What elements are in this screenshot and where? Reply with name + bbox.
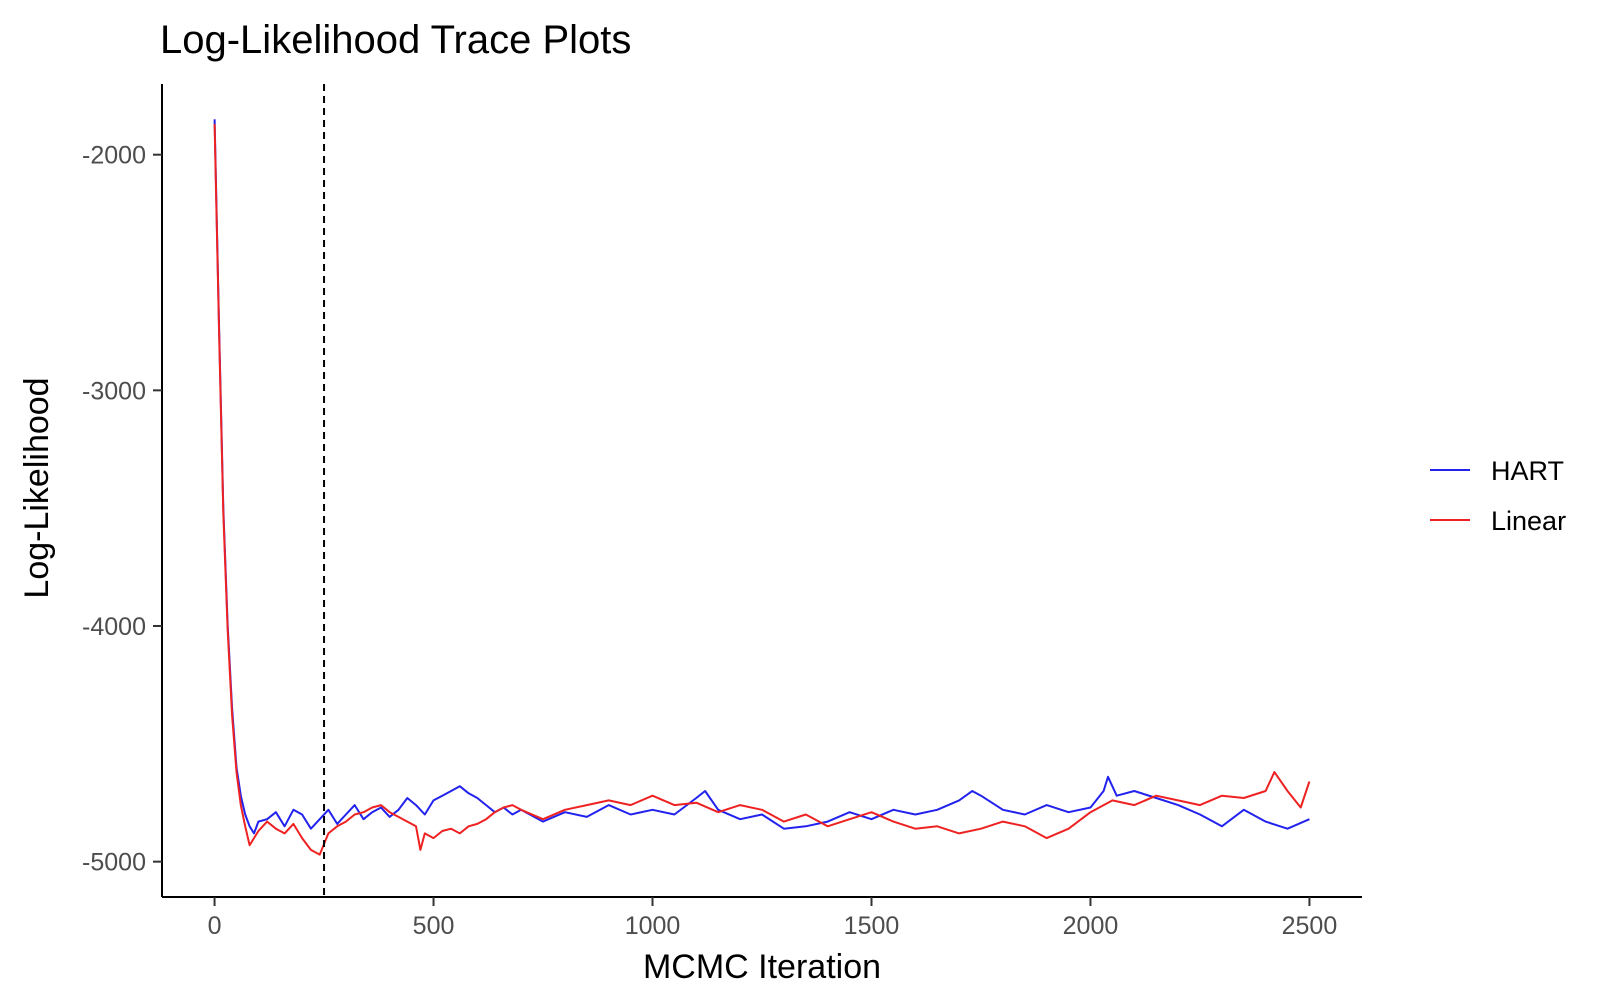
y-tick-label: -2000 <box>82 142 146 170</box>
legend-label-linear: Linear <box>1491 506 1566 536</box>
legend-label-hart: HART <box>1491 456 1564 486</box>
plot-area <box>213 84 1311 897</box>
x-tick-label: 2500 <box>1282 912 1338 940</box>
x-tick-label: 0 <box>208 912 222 940</box>
x-axis-title: MCMC Iteration <box>643 948 881 986</box>
y-axis-ticks: -5000 -4000 -3000 -2000 <box>82 142 162 877</box>
x-tick-label: 1500 <box>844 912 900 940</box>
x-tick-label: 2000 <box>1063 912 1119 940</box>
legend: HART Linear <box>1430 456 1566 536</box>
series-line-linear <box>213 124 1311 856</box>
series-layer <box>213 119 1311 856</box>
x-tick-label: 500 <box>413 912 455 940</box>
series-line-hart <box>213 119 1310 835</box>
y-tick-label: -5000 <box>82 849 146 877</box>
x-axis-ticks: 0 500 1000 1500 2000 2500 <box>208 897 1338 940</box>
x-tick-label: 1000 <box>625 912 681 940</box>
chart-title: Log-Likelihood Trace Plots <box>160 18 631 62</box>
y-axis-title: Log-Likelihood <box>18 377 56 598</box>
y-tick-label: -4000 <box>82 613 146 641</box>
y-tick-label: -3000 <box>82 377 146 405</box>
